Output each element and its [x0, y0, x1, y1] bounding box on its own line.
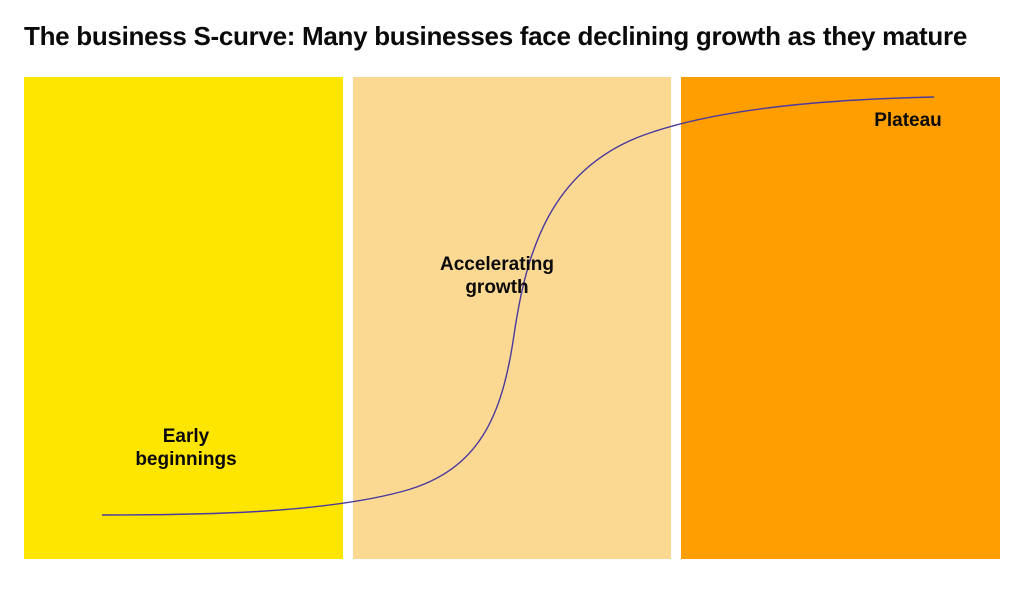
label-early-beginnings: Early beginnings — [116, 425, 256, 473]
panel-early-beginnings — [24, 77, 343, 559]
panel-accelerating-growth — [353, 77, 672, 559]
label-accelerating-growth: Accelerating growth — [412, 253, 582, 301]
label-plateau: Plateau — [848, 109, 968, 133]
stage-panels — [24, 77, 1000, 559]
s-curve-chart: Early beginnings Accelerating growth Pla… — [24, 77, 1000, 559]
panel-plateau — [681, 77, 1000, 559]
chart-title: The business S-curve: Many businesses fa… — [24, 20, 1000, 53]
